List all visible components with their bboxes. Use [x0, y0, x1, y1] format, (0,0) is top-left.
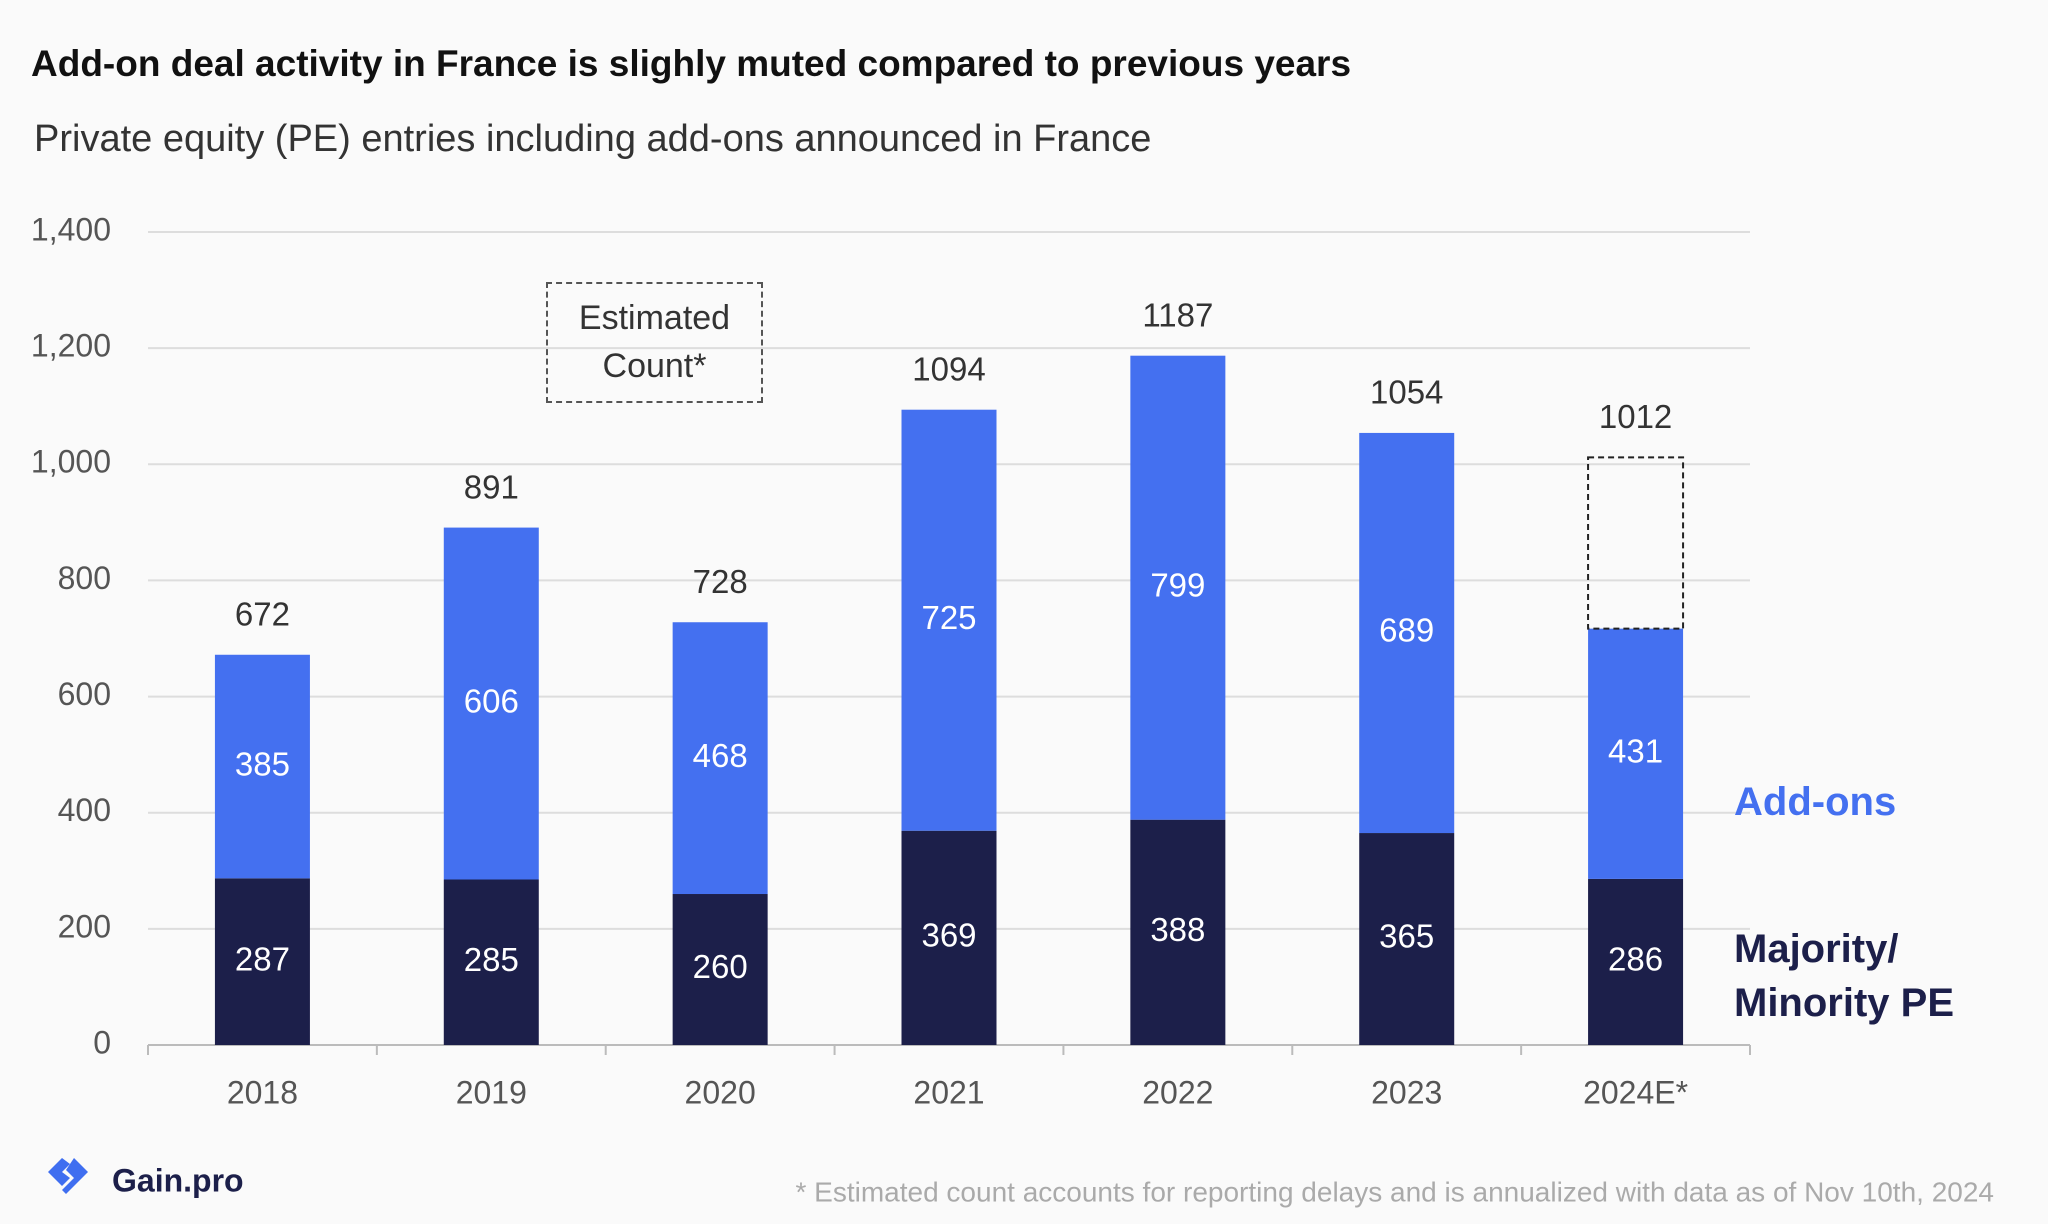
bar-segment	[443, 879, 539, 1045]
value-label: 285	[464, 941, 519, 978]
y-tick-label: 400	[58, 792, 111, 828]
annotation: Estimated Count*	[546, 282, 763, 403]
value-label: 287	[235, 940, 290, 977]
value-label: 286	[1608, 941, 1663, 978]
logo-icon	[48, 1158, 88, 1194]
value-label: 606	[464, 682, 519, 719]
chart-title: Add-on deal activity in France is slighl…	[31, 43, 1351, 84]
value-label: 385	[235, 745, 290, 782]
estimate-box	[1587, 456, 1685, 630]
value-label: 689	[1379, 612, 1434, 649]
bar-segment	[1130, 819, 1226, 1045]
x-tick-label: 2019	[456, 1074, 527, 1110]
total-label: 728	[693, 563, 748, 600]
x-tick-label: 2020	[685, 1074, 756, 1110]
value-label: 365	[1379, 918, 1434, 955]
bar-segment	[672, 622, 768, 895]
y-tick-label: 1,400	[31, 211, 111, 247]
bar-segment	[672, 894, 768, 1045]
bar-segment	[1359, 833, 1455, 1045]
bar-segment	[214, 878, 310, 1045]
bar-segment	[901, 830, 997, 1045]
legend-entry: Add-ons	[1734, 780, 1897, 824]
total-label: 891	[464, 468, 519, 505]
footnote: * Estimated count accounts for reporting…	[795, 1176, 1994, 1207]
y-tick-label: 0	[93, 1024, 111, 1060]
total-label: 1094	[912, 350, 985, 387]
total-label: 672	[235, 595, 290, 632]
value-label: 388	[1150, 911, 1205, 948]
legend-entry: Majority/ Minority PE	[1734, 927, 1955, 1025]
value-label: 468	[693, 737, 748, 774]
total-label: 1012	[1599, 398, 1672, 435]
y-tick-label: 600	[58, 676, 111, 712]
x-tick-label: 2018	[227, 1074, 298, 1110]
value-label: 725	[921, 599, 976, 636]
value-label: 799	[1150, 566, 1205, 603]
x-tick-label: 2024E*	[1583, 1074, 1688, 1110]
y-tick-label: 1,000	[31, 444, 111, 480]
bar-segment	[214, 654, 310, 879]
y-tick-label: 800	[58, 560, 111, 596]
bar-segment	[901, 409, 997, 831]
chart-subtitle: Private equity (PE) entries including ad…	[34, 118, 1151, 160]
x-tick-label: 2023	[1371, 1074, 1442, 1110]
value-label: 369	[921, 917, 976, 954]
bar-segment	[1130, 355, 1226, 820]
y-tick-label: 200	[58, 908, 111, 944]
total-label: 1187	[1142, 296, 1213, 333]
bar-segment	[1588, 628, 1684, 879]
y-tick-label: 1,200	[31, 328, 111, 364]
value-label: 431	[1608, 732, 1663, 769]
x-tick-label: 2022	[1142, 1074, 1213, 1110]
bar-segment	[443, 527, 539, 880]
brand: Gain.pro	[112, 1162, 244, 1198]
bar-segment	[1588, 878, 1684, 1045]
value-label: 260	[693, 948, 748, 985]
bar-segment	[1359, 432, 1455, 834]
x-tick-label: 2021	[913, 1074, 984, 1110]
total-label: 1054	[1370, 374, 1443, 411]
